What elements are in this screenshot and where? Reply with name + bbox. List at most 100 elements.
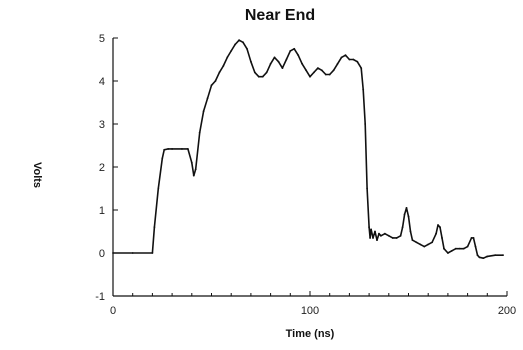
plot-area [112, 39, 504, 260]
data-point [482, 257, 485, 260]
data-point [447, 252, 449, 254]
y-axis-label: Volts [31, 162, 43, 188]
data-point [198, 131, 201, 134]
y-tick-label: 5 [99, 33, 105, 45]
data-point [360, 67, 363, 69]
chart-title: Near End [245, 7, 315, 24]
data-point [234, 43, 237, 46]
y-tick-label: 1 [99, 205, 105, 217]
data-point [344, 54, 347, 57]
data-point [364, 123, 367, 125]
data-point [277, 60, 280, 63]
data-point [192, 174, 195, 177]
data-point [403, 213, 406, 216]
data-point [411, 239, 414, 242]
data-point [269, 62, 272, 65]
data-point [450, 249, 453, 252]
data-point [405, 206, 408, 209]
data-point [478, 256, 481, 259]
data-point [419, 243, 422, 246]
data-point [316, 67, 319, 69]
data-point [435, 232, 437, 235]
data-point [273, 56, 276, 59]
data-point [261, 75, 264, 78]
data-point [431, 241, 434, 244]
x-tick-label: 0 [110, 305, 116, 317]
y-tick-label: 4 [99, 76, 105, 88]
data-point [340, 56, 343, 59]
data-point [153, 226, 156, 229]
data-point [370, 228, 372, 231]
data-point [112, 252, 114, 254]
data-point [328, 73, 331, 76]
y-tick-label: 2 [99, 162, 105, 174]
data-point [462, 247, 465, 250]
data-point [222, 65, 225, 67]
data-point [466, 245, 469, 248]
data-point [253, 71, 256, 74]
data-point [324, 73, 327, 76]
data-point [186, 148, 189, 150]
data-point [289, 50, 292, 52]
data-point [151, 252, 154, 254]
x-tick-label: 200 [498, 305, 516, 317]
data-point [210, 84, 213, 87]
data-point [427, 243, 430, 246]
y-tick-label: -1 [95, 291, 105, 303]
data-point [250, 60, 252, 63]
data-point [437, 224, 439, 226]
data-point [336, 62, 339, 65]
data-point [441, 237, 443, 239]
axes: -1 0 1 2 3 4 5 0 100 200 [95, 33, 516, 317]
data-point [399, 234, 402, 237]
data-point [238, 39, 240, 42]
data-point [214, 80, 217, 82]
data-point [409, 230, 412, 233]
data-point [285, 58, 288, 61]
data-point [443, 247, 445, 250]
data-point [332, 69, 335, 72]
data-point [368, 226, 370, 229]
data-point [181, 148, 183, 150]
data-point [372, 237, 374, 239]
x-tick-label: 100 [301, 305, 319, 317]
data-point [161, 157, 164, 160]
data-point [305, 69, 307, 72]
data-point [407, 215, 410, 218]
data-point [281, 67, 284, 69]
data-point [320, 69, 323, 72]
data-point [313, 71, 315, 74]
data-point [171, 148, 174, 150]
data-point [265, 71, 268, 74]
data-point [439, 226, 441, 229]
data-point [309, 75, 311, 78]
data-point [242, 41, 244, 44]
data-point [230, 50, 233, 52]
data-point [206, 97, 209, 100]
data-point [454, 247, 457, 250]
data-point [380, 234, 382, 237]
x-axis-label: Time (ns) [286, 328, 335, 340]
data-point [470, 237, 473, 239]
data-point [458, 247, 461, 250]
data-point [395, 237, 398, 239]
data-point [415, 241, 418, 244]
data-point [348, 58, 351, 61]
data-point [163, 148, 166, 151]
data-point [472, 237, 475, 239]
data-point [494, 254, 497, 257]
data-point [190, 161, 193, 164]
data-point [401, 226, 404, 229]
data-point [301, 62, 304, 65]
data-point [352, 58, 355, 61]
data-point [387, 234, 390, 237]
data-point [202, 110, 205, 112]
data-point [157, 187, 160, 190]
y-tick-label: 3 [99, 119, 105, 131]
data-point [486, 255, 489, 258]
data-point [356, 60, 359, 63]
data-point [246, 47, 248, 50]
data-point [218, 71, 221, 74]
data-point [131, 252, 134, 254]
